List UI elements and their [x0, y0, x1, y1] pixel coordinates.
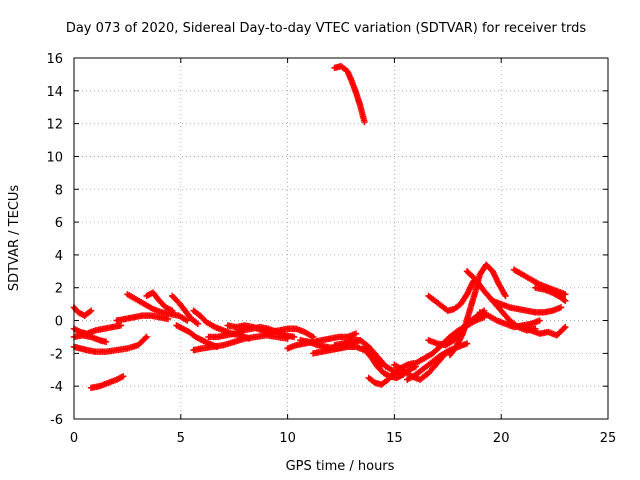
y-tick-label: 6	[55, 216, 63, 231]
data-point	[352, 330, 360, 337]
series-arc-29	[489, 297, 565, 316]
data-point	[562, 297, 569, 305]
x-tick-label: 10	[279, 431, 296, 446]
grid-lines	[74, 58, 608, 419]
data-point	[463, 340, 471, 347]
data-point	[184, 317, 191, 324]
x-tick-label: 0	[70, 431, 78, 446]
series-arc-30	[510, 266, 569, 298]
data-point	[194, 320, 202, 328]
series-arc-4	[70, 333, 150, 355]
data-point	[119, 373, 127, 380]
series-arc-6	[113, 312, 172, 324]
y-tick-label: -2	[50, 347, 63, 362]
y-tick-label: 14	[46, 85, 63, 100]
data-point	[557, 304, 565, 311]
data-point	[142, 334, 149, 342]
y-tick-label: 4	[55, 249, 63, 264]
data-point	[169, 307, 176, 314]
data-point	[536, 317, 543, 324]
y-tick-label: 10	[46, 150, 63, 165]
series-arc-32	[519, 323, 569, 339]
x-axis-label: GPS time / hours	[286, 459, 395, 474]
chart-title: Day 073 of 2020, Sidereal Day-to-day VTE…	[66, 21, 587, 36]
y-tick-label: -4	[50, 380, 63, 395]
series-arc-24	[425, 307, 488, 349]
data-point	[290, 333, 298, 341]
data-point	[143, 333, 150, 341]
plot-frame	[73, 57, 609, 420]
y-tick-label: 0	[55, 315, 63, 330]
x-tick-label: 15	[386, 431, 403, 446]
y-tick-label: 2	[55, 282, 63, 297]
data-markers	[70, 63, 569, 392]
series-arc-33	[331, 63, 368, 126]
series-arc-23	[412, 314, 488, 367]
data-point	[502, 292, 509, 300]
y-tick-label: -6	[50, 413, 63, 428]
data-point	[87, 307, 95, 314]
y-tick-label: 12	[46, 118, 63, 133]
data-point	[117, 322, 125, 329]
data-point	[562, 291, 569, 298]
series-arc-26	[425, 277, 477, 314]
x-tick-label: 5	[177, 431, 185, 446]
series-arc-9	[169, 292, 202, 328]
x-tick-label: 20	[493, 431, 510, 446]
y-axis-label: SDTVAR / TECUs	[7, 185, 22, 292]
series-arc-25	[446, 261, 509, 359]
series-arc-5	[87, 373, 127, 392]
y-tick-label: 16	[46, 52, 63, 67]
data-point	[361, 118, 368, 126]
y-tick-label: 8	[55, 183, 63, 198]
data-point	[562, 323, 569, 331]
series-arc-31	[532, 284, 569, 305]
axes: 0 5 10 15 20 25 -6 -4 -2 0 2 4 6 8 10 12 14 16	[46, 52, 616, 446]
series-arc-8	[143, 289, 176, 314]
x-tick-label: 25	[600, 431, 617, 446]
data-point	[102, 338, 110, 346]
series-arc-19	[361, 343, 419, 382]
series-arc-14	[224, 322, 317, 341]
series-arc-3	[70, 332, 110, 346]
data-point	[560, 325, 568, 332]
